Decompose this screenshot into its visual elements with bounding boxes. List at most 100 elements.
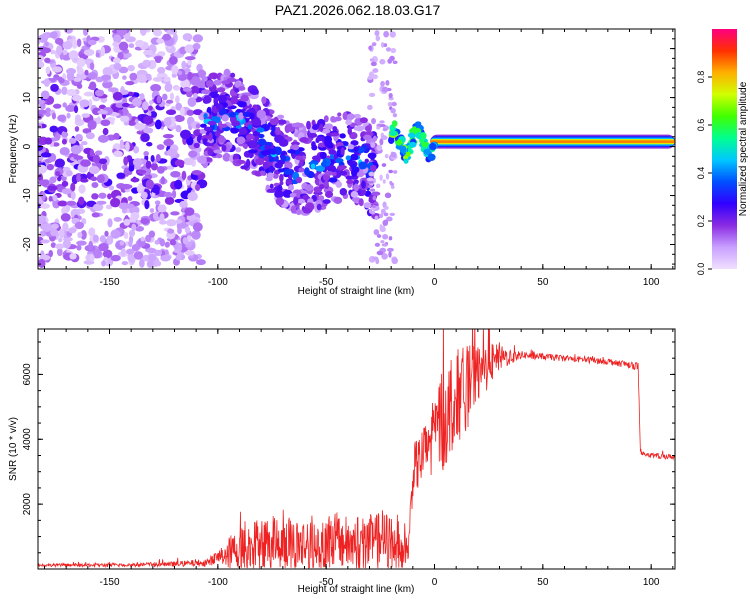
spectrogram-y-axis: 20 10 0 -10 -20: [22, 28, 675, 265]
spectrogram-cell: [370, 141, 376, 148]
spectrogram-cell: [367, 75, 373, 80]
spectrogram-cell: [80, 140, 88, 146]
spectrogram-cell: [82, 29, 89, 36]
spectrogram-cell: [408, 141, 417, 148]
spectrogram-cell: [335, 181, 343, 188]
spectrogram-cell: [57, 200, 68, 207]
spectrogram-cell: [330, 115, 336, 123]
spectrogram-cell: [102, 249, 113, 259]
spectrogram-cell: [372, 68, 379, 73]
spectrogram-cell: [127, 196, 133, 201]
spectrogram-cell: [256, 109, 266, 119]
spectrogram-cell: [145, 179, 155, 190]
spectrogram-cell: [384, 153, 389, 159]
spectrogram-cell: [192, 34, 204, 43]
spectrogram-cell: [257, 138, 267, 146]
spectrogram-cell: [254, 135, 260, 142]
spectrogram-cell: [379, 174, 383, 181]
spectrogram-cell: [143, 150, 149, 157]
spectrogram-cell: [382, 219, 389, 226]
spectrogram-cell: [112, 91, 123, 101]
spectrogram-cell: [52, 142, 60, 147]
spectrogram-cell: [391, 101, 397, 107]
spectrogram-cell: [322, 158, 327, 167]
spectrogram-cell: [118, 66, 129, 74]
spectrogram-cell: [156, 144, 165, 150]
spectrogram-cell: [154, 239, 160, 245]
spectrogram-cell: [286, 179, 293, 185]
spectrogram-cell: [169, 56, 178, 65]
spectrogram-cell: [375, 183, 381, 189]
spectrogram-cell: [407, 132, 417, 138]
spectrogram-cell: [188, 150, 198, 158]
spectrogram-cell: [382, 179, 386, 184]
spectrogram-cell: [376, 126, 381, 130]
spectrogram-cell: [38, 164, 48, 174]
spectrogram-cell: [150, 155, 155, 162]
spectrogram-cell: [75, 133, 83, 141]
spectrogram-cell: [240, 94, 249, 102]
spectrogram-cell: [174, 114, 185, 123]
spectrogram-cell: [183, 68, 191, 74]
spectrogram-cell: [98, 192, 107, 199]
spectrogram-cell: [277, 168, 285, 173]
x-tick-label: 100: [643, 577, 660, 588]
spectrogram-cell: [198, 155, 207, 165]
spectrogram-cell: [95, 52, 100, 58]
spectrogram-cell: [118, 41, 129, 51]
spectrogram-cell: [61, 180, 69, 187]
y-tick-label: 6000: [22, 363, 33, 386]
spectrogram-cell: [252, 118, 262, 127]
spectrogram-cell: [390, 47, 397, 54]
spectrogram-cell: [98, 158, 108, 165]
spectrogram-cell: [287, 184, 295, 191]
spectrogram-cell: [87, 85, 96, 90]
spectrogram-cell: [57, 114, 66, 122]
spectrogram-cell: [74, 126, 80, 132]
spectrogram-cell: [88, 227, 96, 237]
spectrogram-cell: [80, 178, 89, 183]
spectrogram-cell: [165, 99, 174, 104]
spectrogram-cell: [92, 248, 102, 258]
spectrogram-cell: [170, 211, 180, 216]
spectrogram-cell: [326, 164, 337, 173]
spectrogram-cell: [373, 229, 380, 236]
spectrogram-cell: [153, 29, 163, 37]
spectrogram-cell: [306, 120, 311, 130]
spectrogram-cell: [38, 179, 50, 186]
spectrogram-cell: [51, 66, 63, 73]
spectrogram-cell: [339, 133, 346, 139]
spectrogram-cell: [140, 218, 150, 225]
spectrogram-cell: [351, 163, 357, 171]
spectrogram-cell: [61, 138, 67, 145]
spectrogram-cell: [350, 168, 358, 177]
spectrogram-cell: [299, 136, 309, 143]
spectrogram-cell: [106, 235, 114, 245]
spectrogram-cell: [324, 123, 334, 130]
spectrogram-cell: [51, 223, 59, 230]
spectrogram-cell: [353, 113, 362, 119]
spectrogram-cell: [162, 133, 174, 139]
spectrogram-cell: [230, 127, 239, 134]
spectrogram-cell: [192, 92, 198, 99]
spectrogram-cell: [345, 155, 351, 161]
spectrogram-cell: [56, 45, 63, 55]
spectrogram-cell: [200, 123, 207, 128]
spectrogram-cell: [146, 247, 157, 254]
spectrogram-cell: [120, 89, 129, 95]
spectrogram-cell: [128, 229, 136, 237]
spectrogram-cell: [359, 117, 368, 124]
spectrogram-cell: [328, 177, 338, 183]
x-tick-label: 0: [432, 577, 438, 588]
spectrogram-cell: [190, 73, 201, 78]
spectrogram-cell: [101, 260, 106, 267]
spectrogram-cell: [334, 116, 342, 122]
spectrogram-cell: [85, 132, 95, 140]
spectrogram-cell: [190, 85, 200, 95]
spectrogram-cell: [92, 154, 100, 164]
spectrogram-cell: [380, 81, 385, 87]
spectrogram-cell: [143, 127, 154, 134]
spectrogram-cell: [311, 155, 321, 161]
colorbar-label: Normalized spectral amplitude: [738, 81, 749, 216]
